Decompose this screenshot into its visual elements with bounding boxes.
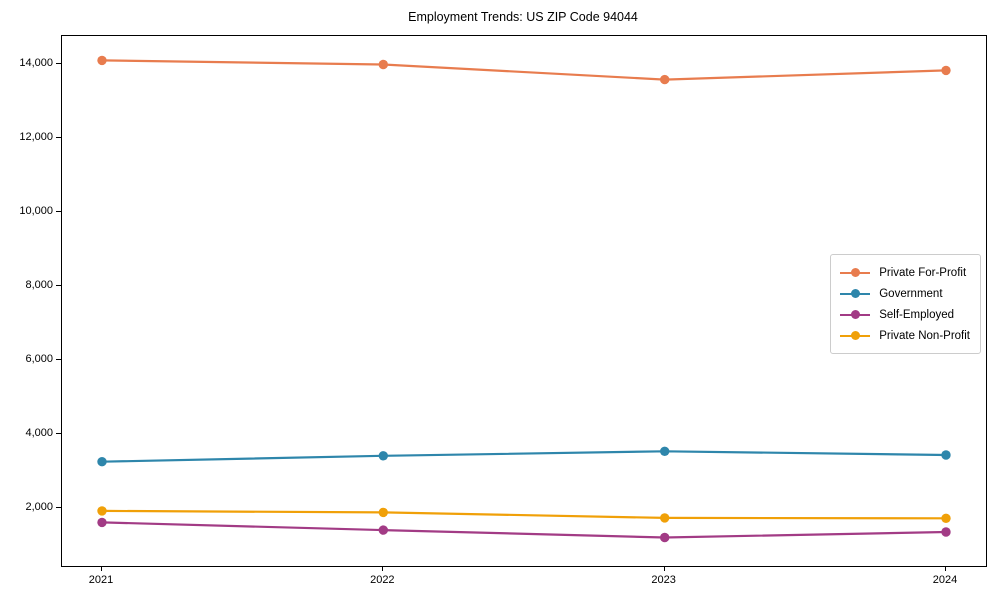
- data-point: [941, 513, 951, 523]
- chart-title: Employment Trends: US ZIP Code 94044: [408, 10, 638, 24]
- y-tick-mark: [56, 211, 62, 213]
- data-point: [660, 513, 670, 523]
- y-tick-mark: [56, 432, 62, 434]
- y-tick-mark: [56, 285, 62, 287]
- y-tick-label: 4,000: [25, 426, 53, 439]
- y-tick-label: 14,000: [19, 57, 53, 70]
- legend-line-marker-icon: [840, 268, 871, 277]
- y-tick-label: 8,000: [25, 279, 53, 292]
- data-point: [97, 55, 107, 66]
- legend-label: Private Non-Profit: [879, 329, 970, 342]
- legend-label: Private For-Profit: [879, 266, 967, 279]
- data-point: [941, 527, 951, 537]
- data-point: [378, 507, 388, 518]
- x-tick-label: 2021: [88, 574, 114, 586]
- x-tick-mark: [663, 566, 665, 571]
- data-point: [660, 532, 670, 543]
- y-tick-label: 12,000: [19, 131, 53, 144]
- series-line-1: [101, 450, 947, 463]
- legend-item-0: Private For-Profit: [840, 262, 970, 283]
- data-point: [97, 506, 107, 516]
- legend-line-marker-icon: [840, 289, 871, 298]
- data-point: [941, 65, 951, 76]
- legend-item-1: Government: [840, 283, 970, 304]
- y-tick-label: 10,000: [19, 205, 53, 218]
- x-tick-mark: [945, 566, 946, 571]
- x-tick-mark: [101, 566, 102, 571]
- legend-item-3: Private Non-Profit: [840, 325, 970, 346]
- data-point: [660, 74, 670, 85]
- y-tick-mark: [56, 358, 62, 360]
- series-line-3: [101, 509, 947, 520]
- legend-line-marker-icon: [840, 331, 871, 340]
- data-point: [97, 517, 107, 528]
- data-point: [378, 525, 388, 535]
- x-tick-label: 2023: [651, 574, 676, 586]
- data-point: [660, 446, 670, 456]
- legend-item-2: Self-Employed: [840, 304, 970, 325]
- legend-line-marker-icon: [840, 310, 871, 319]
- x-tick-label: 2022: [370, 574, 395, 586]
- y-tick-mark: [56, 63, 62, 65]
- legend-label: Self-Employed: [879, 308, 955, 321]
- line-chart-svg: [97, 55, 951, 543]
- y-tick-label: 2,000: [25, 500, 53, 513]
- data-point: [941, 450, 951, 460]
- x-tick-mark: [382, 566, 384, 571]
- y-tick-label: 6,000: [25, 352, 53, 365]
- legend: Private For-Profit Government Self-Employe…: [830, 254, 981, 354]
- legend-label: Government: [879, 287, 943, 300]
- y-tick-mark: [56, 137, 62, 139]
- data-point: [378, 451, 388, 461]
- x-tick-label: 2024: [932, 574, 958, 586]
- series-line-2: [101, 521, 947, 539]
- series-line-0: [101, 59, 947, 81]
- y-tick-mark: [56, 506, 62, 508]
- data-point: [378, 59, 388, 70]
- data-point: [97, 457, 107, 467]
- plot-area: Private For-Profit Government Self-Employe…: [61, 35, 987, 567]
